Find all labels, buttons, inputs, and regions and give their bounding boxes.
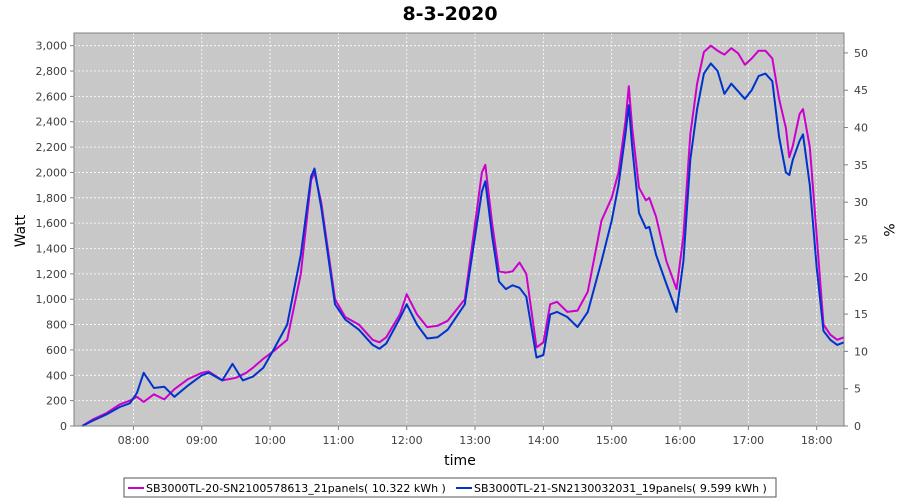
y2-tick-label-2: 10: [854, 345, 868, 358]
chart-title: 8-3-2020: [402, 3, 497, 25]
y2-tick-label-4: 20: [854, 271, 868, 284]
axes: [73, 32, 845, 427]
y-tick-label-6: 1,200: [36, 268, 68, 281]
y-tick-label-0: 0: [60, 420, 67, 433]
y-tick-label-4: 800: [46, 319, 67, 332]
y2-tick-label-1: 5: [854, 383, 861, 396]
x-tick-label-10: 18:00: [801, 434, 833, 447]
series-line-1: [81, 44, 845, 427]
y-tick-label-15: 3,000: [36, 40, 68, 53]
x-tick-label-5: 13:00: [459, 434, 491, 447]
y2-tick-label-8: 40: [854, 122, 868, 135]
x-tick-label-9: 17:00: [732, 434, 764, 447]
legend-box: [123, 477, 777, 498]
y-tick-label-14: 2,800: [36, 65, 68, 78]
x-axis-ticks: 08:00 09:00 10:00 11:00 12:00 13:00 14:00 15:00…: [118, 426, 833, 447]
x-tick-label-2: 10:00: [254, 434, 286, 447]
x-tick-label-1: 09:00: [186, 434, 218, 447]
legend: SB3000TL-20-SN2100578613_21panels( 10.32…: [123, 477, 777, 498]
y2-tick-label-9: 45: [854, 84, 868, 97]
legend-entry-series-1: SB3000TL-20-SN2100578613_21panels( 10.32…: [146, 482, 446, 495]
y-tick-label-11: 2,200: [36, 141, 68, 154]
y2-axis-ticks: 0 5 10 15 20 25 30 35 40 45 50: [844, 47, 868, 433]
y-tick-label-5: 1,000: [36, 293, 68, 306]
y2-tick-label-3: 15: [854, 308, 868, 321]
x-axis-label: time: [444, 453, 476, 469]
x-tick-label-8: 16:00: [664, 434, 696, 447]
y2-tick-label-10: 50: [854, 47, 868, 60]
y2-tick-label-0: 0: [854, 420, 861, 433]
gridlines: [74, 33, 844, 427]
series-line-2: [81, 62, 845, 427]
y-tick-label-1: 200: [46, 395, 67, 408]
y-tick-label-9: 1,800: [36, 192, 68, 205]
x-tick-label-4: 12:00: [391, 434, 423, 447]
y-tick-label-12: 2,400: [36, 116, 68, 129]
x-tick-label-0: 08:00: [118, 434, 150, 447]
y2-axis-label: %: [880, 223, 896, 236]
y-tick-label-3: 600: [46, 344, 67, 357]
y-tick-label-2: 400: [46, 369, 67, 382]
y2-tick-label-6: 30: [854, 196, 868, 209]
series-lines: [81, 44, 845, 427]
y-axis-ticks: 0 200 400 600 800 1,000 1,200 1,400 1,600 1,800 2,…: [36, 40, 74, 433]
x-tick-label-3: 11:00: [323, 434, 355, 447]
plot-border: [73, 32, 845, 427]
x-tick-label-6: 14:00: [528, 434, 560, 447]
x-tick-label-7: 15:00: [596, 434, 628, 447]
y-tick-label-10: 2,000: [36, 166, 68, 179]
y2-tick-label-5: 25: [854, 233, 868, 246]
y-tick-label-13: 2,600: [36, 90, 68, 103]
y-tick-label-8: 1,600: [36, 217, 68, 230]
y2-tick-label-7: 35: [854, 159, 868, 172]
y-tick-label-7: 1,400: [36, 243, 68, 256]
y-axis-label: Watt: [13, 214, 29, 247]
legend-entry-series-2: SB3000TL-21-SN2130032031_19panels( 9.599…: [474, 482, 767, 495]
plot-area: [74, 33, 844, 426]
